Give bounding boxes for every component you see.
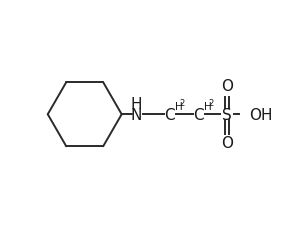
Text: 2: 2 <box>180 99 185 108</box>
Text: H: H <box>204 101 212 111</box>
Text: C: C <box>164 108 175 123</box>
Text: OH: OH <box>249 108 273 123</box>
Text: S: S <box>222 108 232 123</box>
Text: N: N <box>130 108 142 123</box>
Text: C: C <box>193 108 204 123</box>
Text: O: O <box>221 136 233 151</box>
Text: H: H <box>175 101 183 111</box>
Text: 2: 2 <box>209 99 214 108</box>
Text: H: H <box>130 97 142 112</box>
Text: O: O <box>221 79 233 94</box>
